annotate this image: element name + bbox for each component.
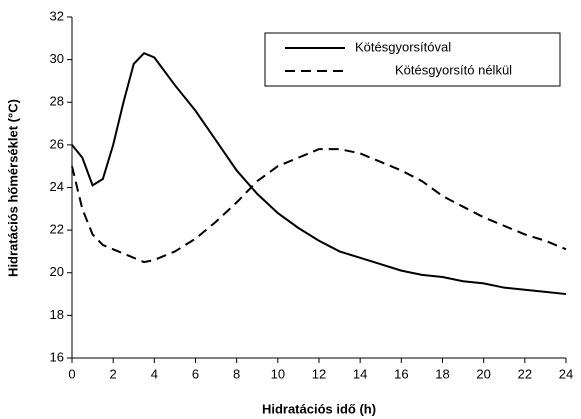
legend-label: Kötésgyorsító nélkül bbox=[395, 62, 512, 77]
y-tick-label: 30 bbox=[50, 51, 64, 66]
x-tick-label: 0 bbox=[68, 366, 75, 381]
y-tick-label: 20 bbox=[50, 264, 64, 279]
x-tick-label: 2 bbox=[110, 366, 117, 381]
x-axis-label: Hidratációs idő (h) bbox=[262, 401, 376, 416]
x-tick-label: 22 bbox=[518, 366, 532, 381]
y-tick-label: 24 bbox=[50, 179, 64, 194]
y-tick-label: 28 bbox=[50, 94, 64, 109]
x-tick-label: 20 bbox=[476, 366, 490, 381]
y-tick-label: 26 bbox=[50, 136, 64, 151]
x-tick-label: 16 bbox=[394, 366, 408, 381]
x-tick-label: 4 bbox=[151, 366, 158, 381]
x-tick-label: 14 bbox=[353, 366, 367, 381]
y-tick-label: 32 bbox=[50, 8, 64, 23]
legend-box bbox=[264, 32, 561, 87]
x-tick-label: 8 bbox=[233, 366, 240, 381]
x-tick-label: 24 bbox=[559, 366, 573, 381]
legend-label: Kötésgyorsítóval bbox=[355, 39, 451, 54]
y-axis-label: Hidratációs hőmérséklet (°C) bbox=[5, 99, 20, 277]
x-tick-label: 6 bbox=[192, 366, 199, 381]
data-line bbox=[71, 148, 567, 264]
y-tick-label: 22 bbox=[50, 222, 64, 237]
x-tick-label: 10 bbox=[271, 366, 285, 381]
x-tick-label: 12 bbox=[312, 366, 326, 381]
data-line bbox=[71, 52, 567, 296]
x-tick-label: 18 bbox=[435, 366, 449, 381]
y-tick-label: 16 bbox=[50, 349, 64, 364]
y-tick-label: 18 bbox=[50, 307, 64, 322]
